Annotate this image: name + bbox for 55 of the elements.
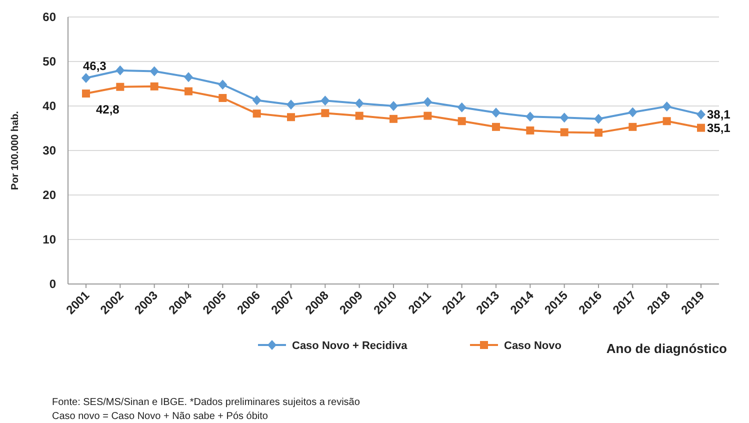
point bbox=[423, 96, 432, 107]
point bbox=[286, 100, 296, 110]
point bbox=[184, 72, 193, 82]
point bbox=[355, 112, 364, 120]
point bbox=[389, 101, 398, 111]
point bbox=[287, 113, 295, 122]
point bbox=[560, 112, 569, 123]
point bbox=[457, 102, 466, 112]
legend-label: Caso Novo + Recidiva bbox=[292, 340, 408, 352]
point bbox=[184, 87, 192, 96]
point bbox=[662, 101, 672, 112]
source-note: Fonte: SES/MS/Sinan e IBGE. *Dados preliminares sujeitos a revisão bbox=[52, 397, 360, 408]
point bbox=[354, 98, 364, 108]
point bbox=[662, 117, 671, 126]
point bbox=[150, 66, 159, 76]
point bbox=[594, 128, 602, 137]
point bbox=[628, 107, 638, 118]
y-tick-label: 50 bbox=[42, 54, 56, 68]
point bbox=[252, 95, 262, 106]
point bbox=[424, 112, 432, 120]
point bbox=[526, 126, 534, 134]
data-label: 42,8 bbox=[96, 102, 120, 117]
y-tick-label: 30 bbox=[42, 144, 56, 158]
point bbox=[526, 112, 535, 122]
data-label: 35,1 bbox=[707, 120, 731, 135]
text: Caso novo = Caso Novo + Não sabe + Pós óbito bbox=[52, 411, 268, 422]
point bbox=[594, 114, 603, 124]
point bbox=[390, 114, 398, 123]
point bbox=[82, 72, 90, 83]
point bbox=[697, 124, 705, 132]
point bbox=[116, 65, 125, 76]
point bbox=[218, 94, 227, 102]
point bbox=[252, 110, 261, 118]
y-tick-label: 0 bbox=[49, 277, 56, 291]
point bbox=[82, 90, 90, 98]
y-tick-label: 10 bbox=[42, 232, 56, 246]
point bbox=[321, 109, 330, 118]
point bbox=[492, 108, 500, 118]
y-tick-label: 60 bbox=[42, 10, 56, 24]
data-label: 46,3 bbox=[83, 58, 107, 73]
point bbox=[560, 128, 568, 136]
y-axis-title: Por 100.000 hab. bbox=[10, 110, 21, 190]
x-axis-title: Ano de diagnóstico bbox=[606, 341, 728, 356]
point bbox=[320, 96, 330, 106]
point bbox=[696, 109, 706, 120]
point bbox=[116, 82, 124, 91]
point bbox=[218, 80, 228, 90]
point bbox=[458, 117, 466, 126]
point bbox=[150, 82, 158, 90]
y-tick-label: 40 bbox=[42, 99, 56, 113]
point bbox=[628, 122, 637, 131]
y-tick-label: 20 bbox=[42, 188, 56, 202]
legend-label: Caso Novo bbox=[504, 340, 562, 352]
data-label: 38,1 bbox=[707, 107, 731, 122]
point bbox=[492, 122, 500, 131]
